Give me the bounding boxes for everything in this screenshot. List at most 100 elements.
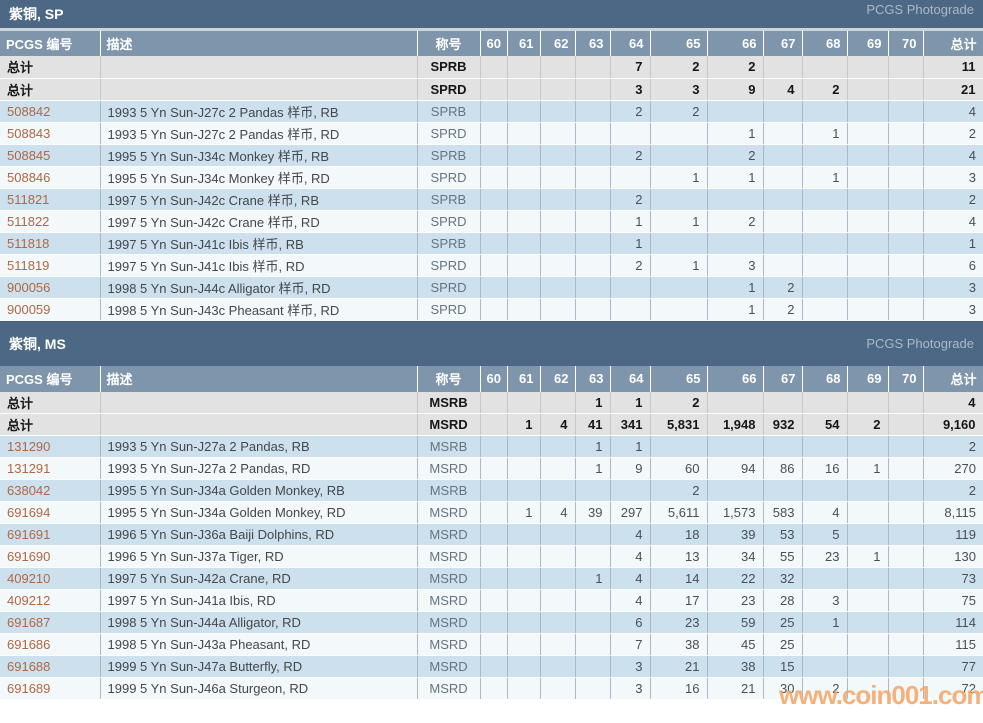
grade-count-cell <box>575 210 611 233</box>
grade-count-cell: 39 <box>707 523 764 546</box>
coin-description: 1996 5 Yn Sun-J36a Baiji Dolphins, RD <box>100 523 418 546</box>
pcgs-number-link[interactable]: 131290 <box>7 439 51 454</box>
pcgs-number-link[interactable]: 638042 <box>7 483 51 498</box>
pcgs-number-cell: 691687 <box>0 611 101 634</box>
grade-count-cell <box>480 545 508 568</box>
pcgs-number-link[interactable]: 511822 <box>7 213 50 229</box>
coin-description: 1997 5 Yn Sun-J41c Ibis 样币, RD <box>100 254 418 277</box>
column-header: 描述 <box>100 31 418 56</box>
grade-count-cell <box>802 188 848 211</box>
pcgs-number-link[interactable]: 508842 <box>7 103 51 119</box>
grade-count-cell: 3 <box>610 78 651 101</box>
grade-count-cell <box>888 611 924 634</box>
table-row: 409210 1997 5 Yn Sun-J42a Crane, RD MSRD 1 4… <box>0 567 983 590</box>
grade-count-cell: 1 <box>802 611 848 634</box>
grade-count-cell: 1 <box>575 457 611 480</box>
pcgs-number-link[interactable]: 409212 <box>7 593 51 608</box>
pcgs-number-link[interactable]: 900056 <box>7 279 51 295</box>
column-header: 64 <box>610 365 651 392</box>
grade-count-cell <box>540 232 576 255</box>
pcgs-number-link[interactable]: 508843 <box>7 125 51 141</box>
grade-count-cell <box>507 56 541 79</box>
column-header: 65 <box>650 31 708 56</box>
total-cell: 77 <box>923 655 983 678</box>
grade-count-cell <box>480 166 508 189</box>
grade-count-cell <box>763 56 803 79</box>
grade-count-cell: 28 <box>763 589 803 612</box>
pcgs-number-link[interactable]: 691689 <box>7 681 51 696</box>
grade-count-cell: 17 <box>650 589 708 612</box>
grade-count-cell <box>847 144 889 167</box>
column-header: 70 <box>888 31 924 56</box>
table-row: 638042 1995 5 Yn Sun-J34a Golden Monkey, … <box>0 479 983 502</box>
pcgs-number-link[interactable]: 691688 <box>7 659 51 674</box>
pcgs-number-link[interactable]: 511818 <box>7 235 50 251</box>
column-header: PCGS 编号 <box>0 31 101 56</box>
coin-description: 1993 5 Yn Sun-J27c 2 Pandas 样币, RD <box>100 122 418 145</box>
grade-count-cell <box>480 210 508 233</box>
grade-count-cell <box>763 391 803 414</box>
grade-count-cell <box>888 413 924 436</box>
grade-count-cell <box>610 479 651 502</box>
grade-count-cell <box>802 210 848 233</box>
coin-description <box>100 391 418 414</box>
pcgs-number-link[interactable]: 409210 <box>7 571 51 586</box>
grade-count-cell <box>480 232 508 255</box>
grade-count-cell: 4 <box>540 413 576 436</box>
pcgs-number-link[interactable]: 691691 <box>7 527 51 542</box>
table-row: 131290 1993 5 Yn Sun-J27a 2 Pandas, RB MSR… <box>0 435 983 458</box>
grade-count-cell <box>540 122 576 145</box>
designation: MSRD <box>417 677 481 700</box>
grade-count-cell <box>847 232 889 255</box>
grade-count-cell <box>540 523 576 546</box>
coin-description: 1998 5 Yn Sun-J43c Pheasant 样币, RD <box>100 298 418 321</box>
pcgs-number-link[interactable]: 131291 <box>7 461 51 476</box>
grade-count-cell <box>763 144 803 167</box>
grade-count-cell <box>507 633 541 656</box>
grade-count-cell <box>650 144 708 167</box>
grade-count-cell <box>888 210 924 233</box>
photograde-link[interactable]: PCGS Photograde <box>866 2 974 17</box>
grade-count-cell: 4 <box>610 567 651 590</box>
pcgs-number-link[interactable]: 511821 <box>7 191 50 207</box>
grade-count-cell: 3 <box>707 254 764 277</box>
pcgs-number-link[interactable]: 508845 <box>7 147 51 163</box>
grade-count-cell <box>480 435 508 458</box>
grade-count-cell <box>707 232 764 255</box>
grade-count-cell <box>507 210 541 233</box>
grade-count-cell <box>507 523 541 546</box>
grade-count-cell <box>480 122 508 145</box>
column-header: 67 <box>763 365 803 392</box>
grade-count-cell <box>540 633 576 656</box>
grade-count-cell <box>888 144 924 167</box>
grade-count-cell <box>540 479 576 502</box>
grade-count-cell: 21 <box>650 655 708 678</box>
grade-count-cell <box>575 100 611 123</box>
grade-count-cell <box>763 100 803 123</box>
grade-count-cell <box>507 435 541 458</box>
designation: MSRD <box>417 589 481 612</box>
pcgs-number-link[interactable]: 511819 <box>7 257 50 273</box>
designation: MSRD <box>417 655 481 678</box>
grade-count-cell: 4 <box>610 545 651 568</box>
total-cell: 2 <box>923 479 983 502</box>
pcgs-number-link[interactable]: 691690 <box>7 549 51 564</box>
total-cell: 4 <box>923 210 983 233</box>
pcgs-number-link[interactable]: 691694 <box>7 505 51 520</box>
grade-count-cell <box>847 523 889 546</box>
pcgs-number-link[interactable]: 691687 <box>7 615 51 630</box>
pcgs-number-link[interactable]: 691686 <box>7 637 51 652</box>
pcgs-number-cell: 691690 <box>0 545 101 568</box>
table-row: 511818 1997 5 Yn Sun-J41c Ibis 样币, RB SPRB… <box>0 232 983 255</box>
pcgs-number-link[interactable]: 900059 <box>7 301 51 317</box>
total-row: 总计 MSRB 1 1 2 4 <box>0 391 983 414</box>
column-header: 称号 <box>417 31 481 56</box>
grade-count-cell <box>480 78 508 101</box>
pcgs-number-link[interactable]: 508846 <box>7 169 51 185</box>
photograde-link[interactable]: PCGS Photograde <box>866 336 974 351</box>
grade-count-cell <box>847 501 889 524</box>
grade-count-cell <box>480 100 508 123</box>
grade-count-cell <box>707 435 764 458</box>
grade-count-cell <box>888 254 924 277</box>
grade-count-cell <box>575 633 611 656</box>
